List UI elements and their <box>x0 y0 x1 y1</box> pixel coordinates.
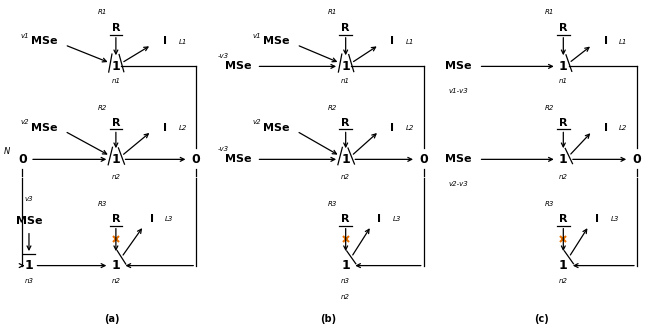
Text: R: R <box>342 23 350 33</box>
Text: R3: R3 <box>328 201 337 207</box>
Text: n1: n1 <box>559 78 568 84</box>
Text: R1: R1 <box>545 9 555 15</box>
Text: n2: n2 <box>111 278 120 284</box>
Text: I: I <box>377 214 381 224</box>
Text: 0: 0 <box>632 153 641 166</box>
Text: MSe: MSe <box>225 154 252 164</box>
Text: 0: 0 <box>419 153 428 166</box>
Text: n2: n2 <box>341 174 350 180</box>
Text: v2: v2 <box>20 119 29 125</box>
Text: -v3: -v3 <box>218 146 229 152</box>
Text: 1: 1 <box>559 259 568 272</box>
Text: L3: L3 <box>393 216 401 222</box>
Text: R2: R2 <box>328 105 337 111</box>
Text: R2: R2 <box>545 105 555 111</box>
Text: R: R <box>112 23 120 33</box>
Text: L2: L2 <box>406 125 415 131</box>
Text: n3: n3 <box>25 278 34 284</box>
Text: 1: 1 <box>112 153 120 166</box>
Text: 1: 1 <box>341 153 350 166</box>
Text: MSe: MSe <box>225 61 252 71</box>
Text: MSe: MSe <box>31 123 58 133</box>
Text: 1: 1 <box>341 259 350 272</box>
Text: 1: 1 <box>559 60 568 73</box>
Text: -v3: -v3 <box>218 53 229 59</box>
Text: R1: R1 <box>328 9 337 15</box>
Text: R: R <box>559 23 568 33</box>
Text: I: I <box>603 123 608 133</box>
Text: 0: 0 <box>192 153 200 166</box>
Text: R: R <box>112 118 120 128</box>
Text: I: I <box>603 37 608 46</box>
Text: n3: n3 <box>341 278 350 284</box>
Text: L1: L1 <box>178 39 187 44</box>
Text: n2: n2 <box>559 174 568 180</box>
Text: I: I <box>150 214 154 224</box>
Text: I: I <box>163 123 167 133</box>
Text: 0: 0 <box>18 153 26 166</box>
Text: R: R <box>112 214 120 224</box>
Text: v1: v1 <box>252 33 261 39</box>
Text: MSe: MSe <box>264 123 290 133</box>
Text: L1: L1 <box>406 39 415 44</box>
Text: R3: R3 <box>545 201 555 207</box>
Text: R3: R3 <box>98 201 107 207</box>
Text: n2: n2 <box>559 278 568 284</box>
Text: 1: 1 <box>112 60 120 73</box>
Text: R1: R1 <box>98 9 107 15</box>
Text: L3: L3 <box>610 216 619 222</box>
Text: MSe: MSe <box>445 61 472 71</box>
Text: I: I <box>595 214 599 224</box>
Text: N: N <box>4 146 10 156</box>
Text: L3: L3 <box>165 216 174 222</box>
Text: (a): (a) <box>104 314 119 324</box>
Text: 1: 1 <box>25 259 34 272</box>
Text: v2: v2 <box>252 119 261 125</box>
Text: I: I <box>390 123 395 133</box>
Text: I: I <box>390 37 395 46</box>
Text: (c): (c) <box>534 314 548 324</box>
Text: L2: L2 <box>620 125 628 131</box>
Text: MSe: MSe <box>16 216 42 226</box>
Text: 1: 1 <box>559 153 568 166</box>
Text: (b): (b) <box>320 314 336 324</box>
Text: v3: v3 <box>25 196 34 202</box>
Text: 1: 1 <box>341 60 350 73</box>
Text: MSe: MSe <box>264 37 290 46</box>
Text: MSe: MSe <box>31 37 58 46</box>
Text: 1: 1 <box>112 259 120 272</box>
Text: R: R <box>559 214 568 224</box>
Text: n1: n1 <box>111 78 120 84</box>
Text: v2-v3: v2-v3 <box>449 181 468 187</box>
Text: v1: v1 <box>20 33 29 39</box>
Text: R: R <box>559 118 568 128</box>
Text: MSe: MSe <box>445 154 472 164</box>
Text: R: R <box>342 118 350 128</box>
Text: I: I <box>163 37 167 46</box>
Text: v1-v3: v1-v3 <box>449 88 468 94</box>
Text: L1: L1 <box>620 39 628 44</box>
Text: n1: n1 <box>341 78 350 84</box>
Text: n2: n2 <box>111 174 120 180</box>
Text: n2: n2 <box>341 294 350 300</box>
Text: R: R <box>342 214 350 224</box>
Text: L2: L2 <box>178 125 187 131</box>
Text: R2: R2 <box>98 105 107 111</box>
